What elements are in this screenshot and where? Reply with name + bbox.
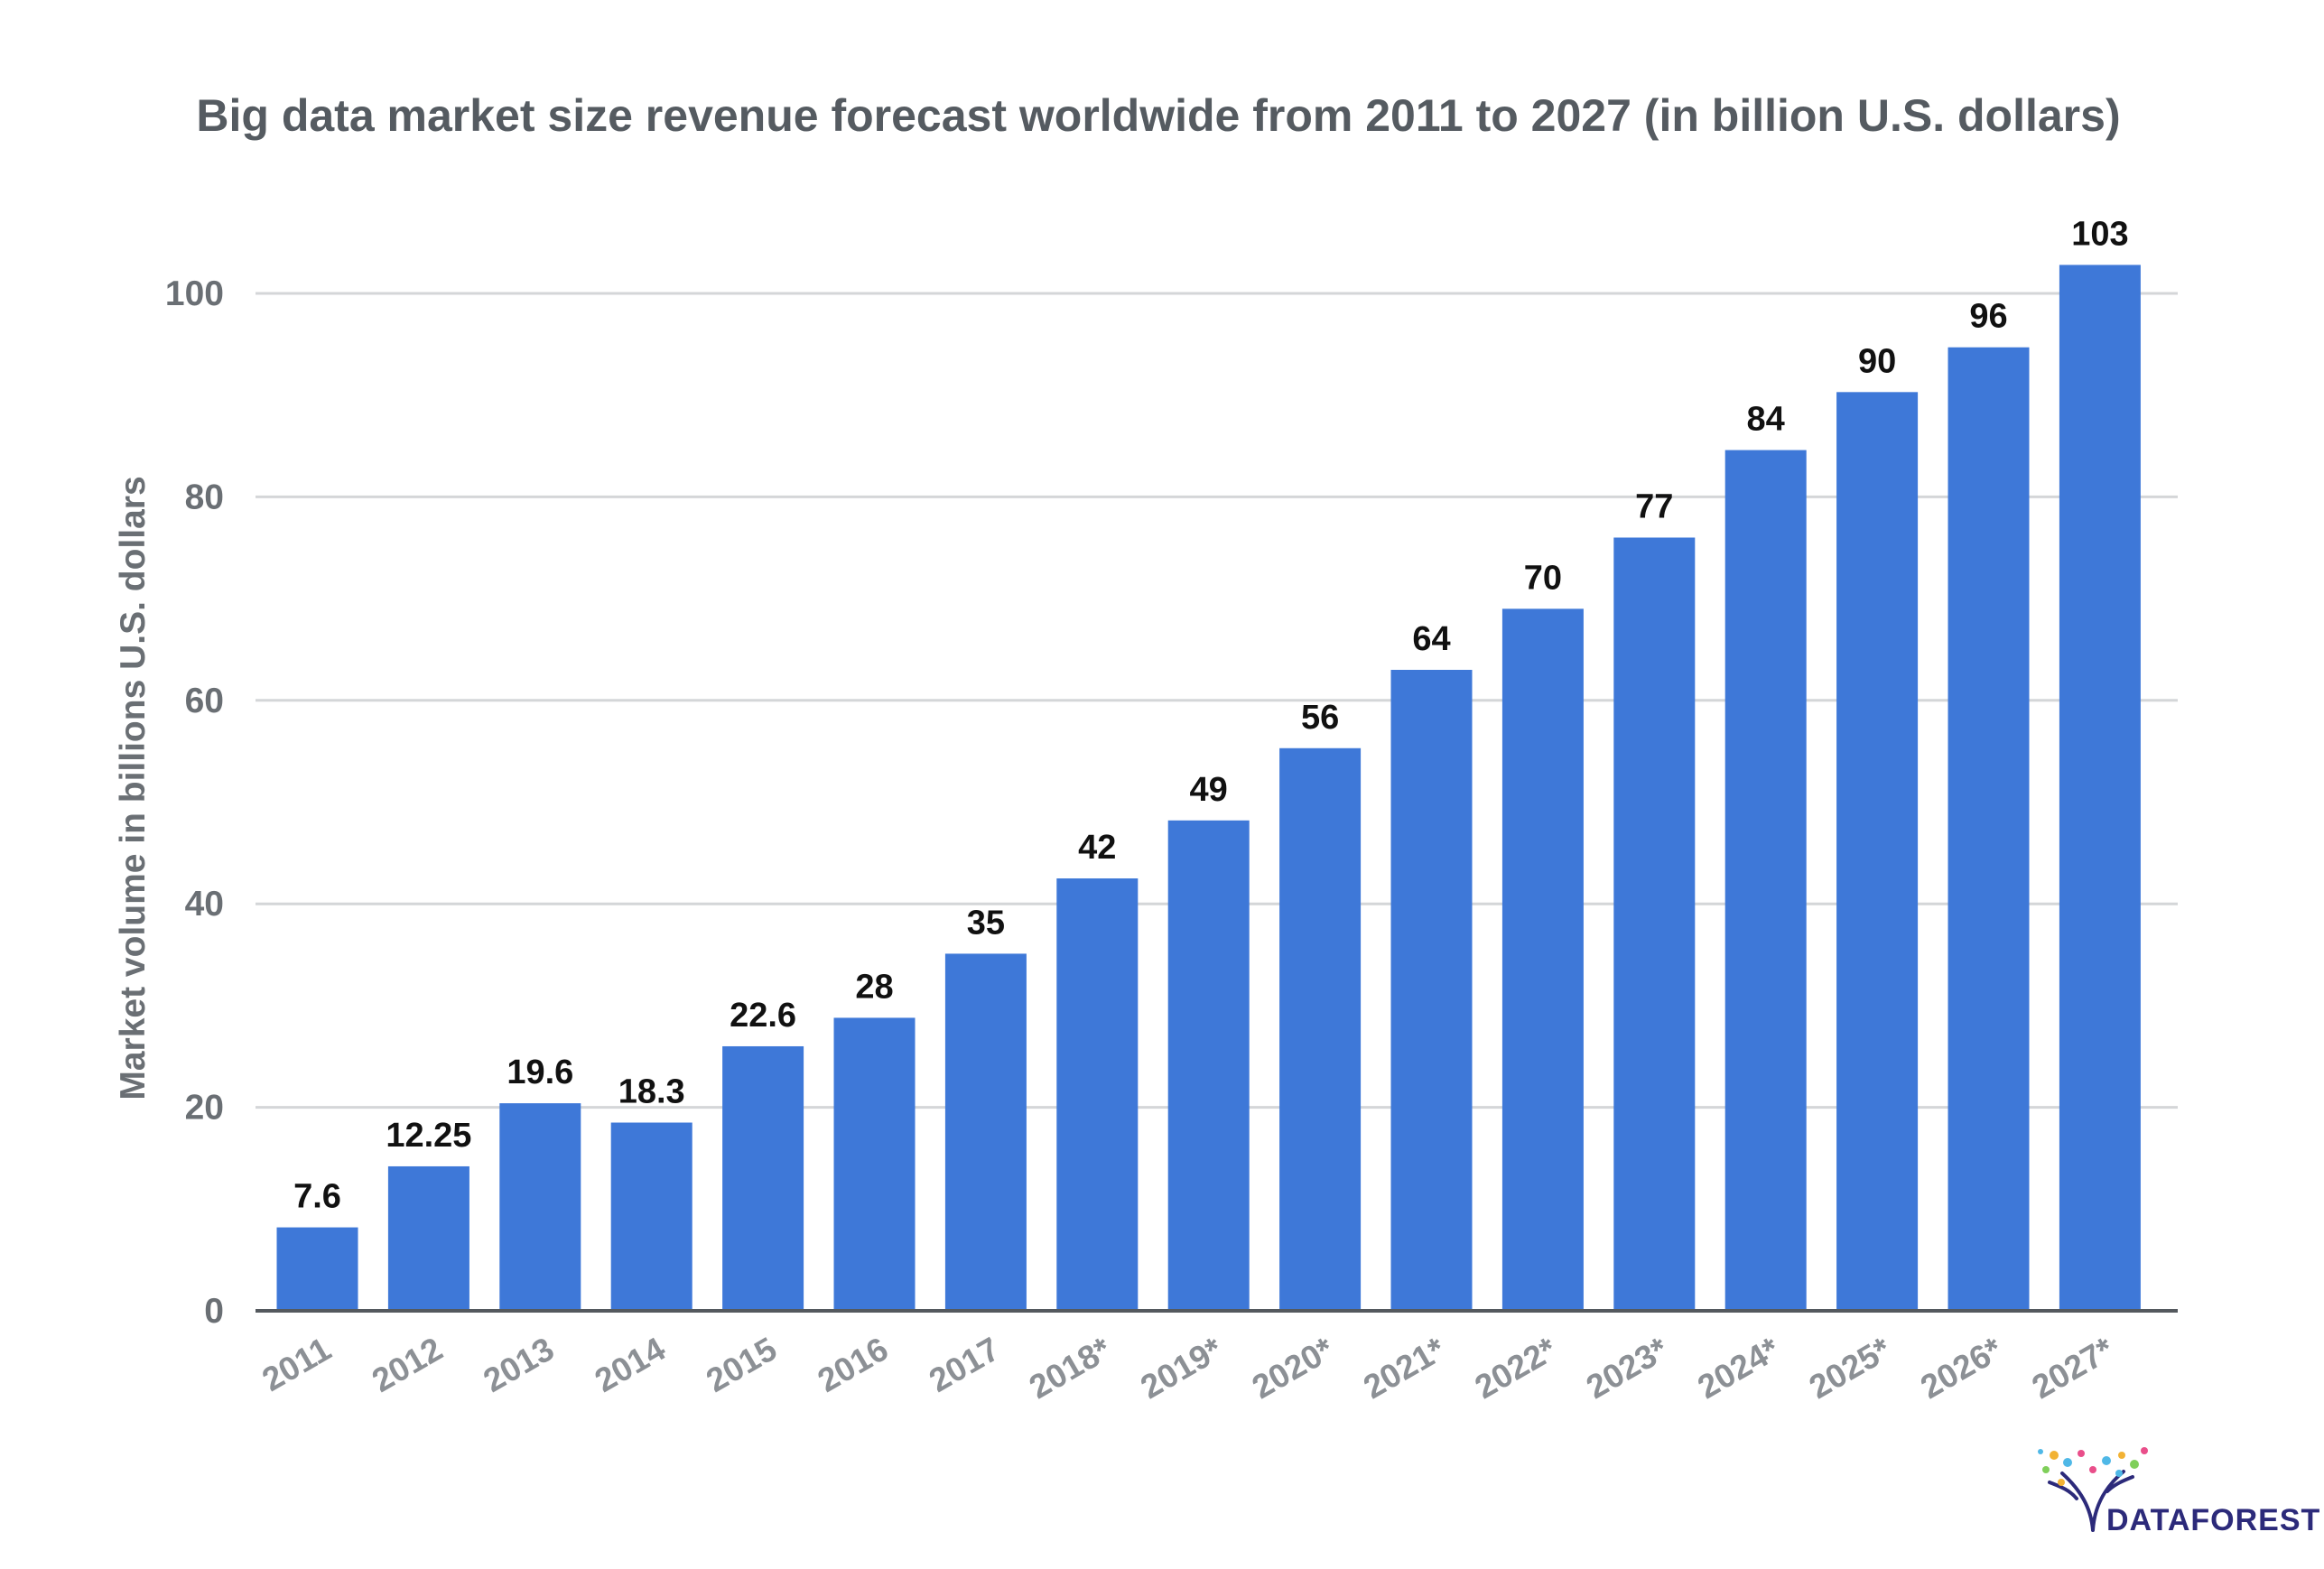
dataforest-logo: DATAFOREST xyxy=(2038,1447,2320,1537)
bar xyxy=(722,1045,804,1311)
y-tick-label: 100 xyxy=(165,274,224,313)
data-label: 90 xyxy=(1858,342,1896,380)
y-tick-label: 0 xyxy=(204,1292,224,1331)
data-label: 35 xyxy=(967,904,1005,942)
bar xyxy=(833,1017,916,1311)
bar xyxy=(276,1227,358,1311)
x-tick-label: 2012 xyxy=(366,1330,449,1399)
x-tick-label: 2024* xyxy=(1691,1330,1786,1406)
bar xyxy=(1724,450,1807,1312)
bar xyxy=(610,1122,693,1311)
data-labels: 7.6 12.25 19.6 18.3 22.6 28 35 42 49 56 64 70 77 84 90… xyxy=(293,215,2129,1215)
bar xyxy=(1948,347,2030,1312)
x-tick-label: 2025* xyxy=(1803,1330,1898,1406)
y-axis-label: Market volume in billions U.S. dollars xyxy=(114,476,153,1100)
bar xyxy=(2059,265,2141,1312)
data-label: 12.25 xyxy=(386,1117,471,1155)
x-tick-label: 2018* xyxy=(1023,1330,1118,1406)
bar xyxy=(1836,392,1919,1312)
bar xyxy=(1613,537,1696,1311)
bar xyxy=(499,1103,581,1311)
data-label: 22.6 xyxy=(730,997,796,1035)
data-label: 18.3 xyxy=(618,1073,685,1111)
data-label: 7.6 xyxy=(293,1178,341,1216)
tree-icon xyxy=(2038,1447,2148,1532)
bars xyxy=(276,265,2141,1312)
bar xyxy=(944,953,1027,1311)
logo-text: DATAFOREST xyxy=(2106,1503,2320,1537)
bar xyxy=(387,1165,469,1311)
data-label: 42 xyxy=(1078,829,1116,867)
data-label: 64 xyxy=(1412,620,1450,658)
bar xyxy=(1390,669,1473,1311)
y-tick-label: 60 xyxy=(185,682,224,720)
x-tick-label: 2017 xyxy=(923,1330,1006,1399)
bar xyxy=(1056,878,1139,1311)
y-tick-label: 80 xyxy=(185,478,224,516)
x-tick-label: 2027* xyxy=(2026,1330,2121,1406)
bar xyxy=(1501,608,1584,1311)
chart-title: Big data market size revenue forecast wo… xyxy=(196,90,2120,141)
x-tick-label: 2013 xyxy=(478,1330,561,1399)
bar xyxy=(1279,747,1362,1311)
x-tick-label: 2023* xyxy=(1580,1330,1675,1406)
data-label: 49 xyxy=(1190,771,1228,809)
data-label: 70 xyxy=(1524,559,1562,597)
x-tick-label: 2011 xyxy=(256,1330,337,1398)
data-label: 56 xyxy=(1301,699,1339,737)
x-tick-label: 2021* xyxy=(1357,1330,1452,1406)
data-label: 103 xyxy=(2071,215,2128,253)
bar xyxy=(1167,820,1250,1311)
x-tick-label: 2022* xyxy=(1469,1330,1564,1406)
data-label: 28 xyxy=(855,968,893,1006)
x-tick-label: 2026* xyxy=(1914,1330,2009,1406)
x-axis-ticks: 2011 2012 2013 2014 2015 2016 2017 2018* 2019* 20… xyxy=(256,1330,2120,1406)
x-tick-label: 2020* xyxy=(1246,1330,1341,1406)
data-label: 84 xyxy=(1747,401,1785,439)
data-label: 19.6 xyxy=(507,1054,573,1091)
x-tick-label: 2016 xyxy=(812,1330,895,1399)
x-tick-label: 2014 xyxy=(589,1330,672,1399)
x-tick-label: 2019* xyxy=(1134,1330,1229,1406)
data-label: 77 xyxy=(1635,487,1673,525)
y-tick-label: 40 xyxy=(185,885,224,924)
data-label: 96 xyxy=(1969,298,2007,336)
x-tick-label: 2015 xyxy=(700,1330,783,1399)
y-tick-label: 20 xyxy=(185,1089,224,1128)
y-axis-ticks: 0 20 40 60 80 100 xyxy=(165,274,224,1331)
